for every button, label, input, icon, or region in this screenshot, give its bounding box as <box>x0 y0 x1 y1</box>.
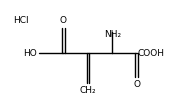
Text: HCl: HCl <box>13 16 29 25</box>
Text: CH₂: CH₂ <box>80 86 96 95</box>
Text: O: O <box>133 80 140 89</box>
Text: O: O <box>60 16 67 25</box>
Text: COOH: COOH <box>137 49 165 58</box>
Text: NH₂: NH₂ <box>104 30 121 39</box>
Text: HO: HO <box>24 49 37 58</box>
